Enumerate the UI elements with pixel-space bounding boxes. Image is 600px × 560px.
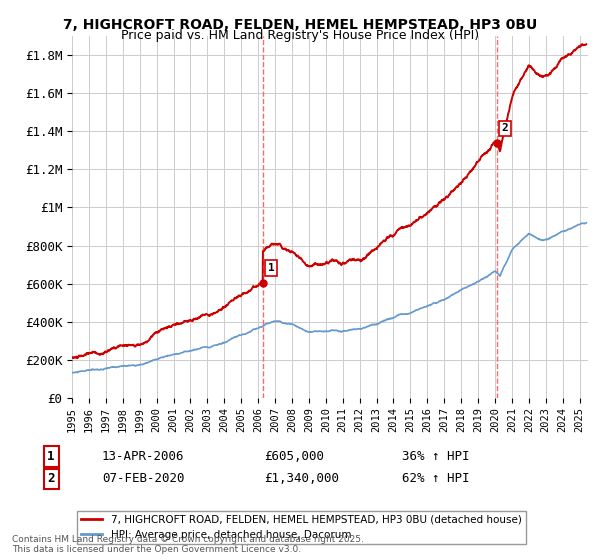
Text: 7, HIGHCROFT ROAD, FELDEN, HEMEL HEMPSTEAD, HP3 0BU: 7, HIGHCROFT ROAD, FELDEN, HEMEL HEMPSTE… — [63, 18, 537, 32]
Text: 62% ↑ HPI: 62% ↑ HPI — [402, 472, 470, 486]
Legend: 7, HIGHCROFT ROAD, FELDEN, HEMEL HEMPSTEAD, HP3 0BU (detached house), HPI: Avera: 7, HIGHCROFT ROAD, FELDEN, HEMEL HEMPSTE… — [77, 511, 526, 544]
Text: 13-APR-2006: 13-APR-2006 — [102, 450, 185, 463]
Text: 36% ↑ HPI: 36% ↑ HPI — [402, 450, 470, 463]
Text: Price paid vs. HM Land Registry's House Price Index (HPI): Price paid vs. HM Land Registry's House … — [121, 29, 479, 42]
Text: 1: 1 — [47, 450, 55, 463]
Text: Contains HM Land Registry data © Crown copyright and database right 2025.
This d: Contains HM Land Registry data © Crown c… — [12, 535, 364, 554]
Text: 1: 1 — [268, 263, 275, 273]
Text: 2: 2 — [47, 472, 55, 486]
Text: £605,000: £605,000 — [264, 450, 324, 463]
Text: 2: 2 — [502, 123, 508, 133]
Text: 07-FEB-2020: 07-FEB-2020 — [102, 472, 185, 486]
Text: £1,340,000: £1,340,000 — [264, 472, 339, 486]
